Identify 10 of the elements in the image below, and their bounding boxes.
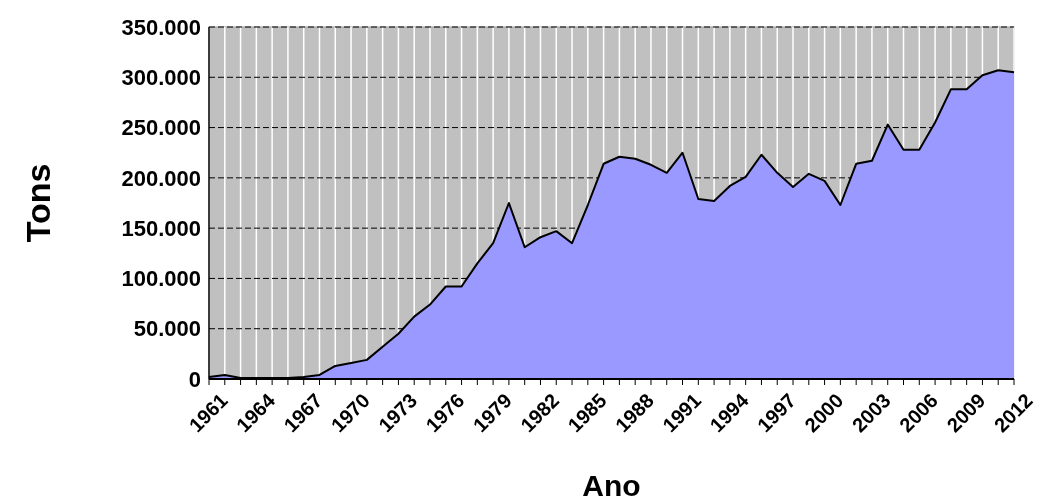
y-tick-label: 350.000	[121, 14, 201, 40]
y-tick-label: 50.000	[133, 316, 201, 342]
y-tick-label: 0	[188, 366, 201, 392]
y-tick-label: 100.000	[121, 266, 201, 292]
y-tick-label: 300.000	[121, 64, 201, 90]
x-axis-title: Ano	[582, 469, 641, 500]
y-tick-label: 150.000	[121, 215, 201, 241]
y-tick-label: 200.000	[121, 165, 201, 191]
y-tick-label: 250.000	[121, 115, 201, 141]
y-axis-title: Tons	[19, 163, 57, 243]
